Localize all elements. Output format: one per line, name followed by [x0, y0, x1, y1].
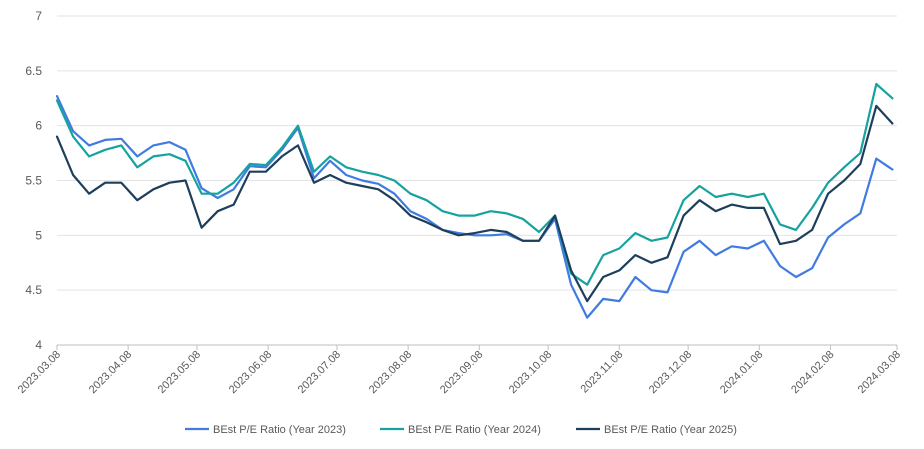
legend: BEst P/E Ratio (Year 2023) BEst P/E Ratio…	[185, 424, 737, 436]
legend-label-3: BEst P/E Ratio (Year 2025)	[604, 424, 737, 436]
y-tick-label: 5.5	[25, 174, 42, 188]
x-tick-label: 2023.09.08	[438, 349, 485, 396]
x-tick-label: 2023.06.08	[227, 349, 274, 396]
x-tick-label: 2023.11.08	[579, 349, 626, 396]
x-tick-label: 2023.05.08	[156, 349, 203, 396]
legend-label-1: BEst P/E Ratio (Year 2023)	[213, 424, 346, 436]
x-tick-label: 2023.10.08	[507, 349, 554, 396]
x-tick-label: 2023.12.08	[647, 349, 694, 396]
y-tick-label: 6	[35, 119, 42, 133]
y-tick-label: 7	[35, 9, 42, 23]
series-line-1	[55, 94, 894, 319]
x-tick-label: 2023.08.08	[367, 349, 414, 396]
x-tick-label: 2024.01.08	[718, 349, 765, 396]
series-line-2	[55, 82, 894, 286]
x-axis-tick-marks	[56, 345, 898, 350]
x-tick-label: 2024.03.08	[856, 349, 903, 396]
x-tick-label: 2023.07.08	[296, 349, 343, 396]
y-tick-label: 6.5	[25, 64, 42, 78]
series-line-3	[55, 104, 894, 303]
y-tick-label: 5	[35, 228, 42, 242]
y-tick-label: 4	[35, 338, 42, 352]
legend-label-2: BEst P/E Ratio (Year 2024)	[408, 424, 541, 436]
x-tick-label: 2023.04.08	[87, 349, 134, 396]
x-axis-tick-labels: 2023.03.08 2023.04.08 2023.05.08 2023.06.08…	[16, 349, 903, 396]
x-tick-label: 2024.02.08	[789, 349, 836, 396]
series-lines	[55, 82, 894, 319]
y-tick-label: 4.5	[25, 283, 42, 297]
y-axis-tick-labels: 4 4.5 5 5.5 6 6.5 7	[25, 9, 42, 352]
x-tick-label: 2023.03.08	[16, 349, 63, 396]
